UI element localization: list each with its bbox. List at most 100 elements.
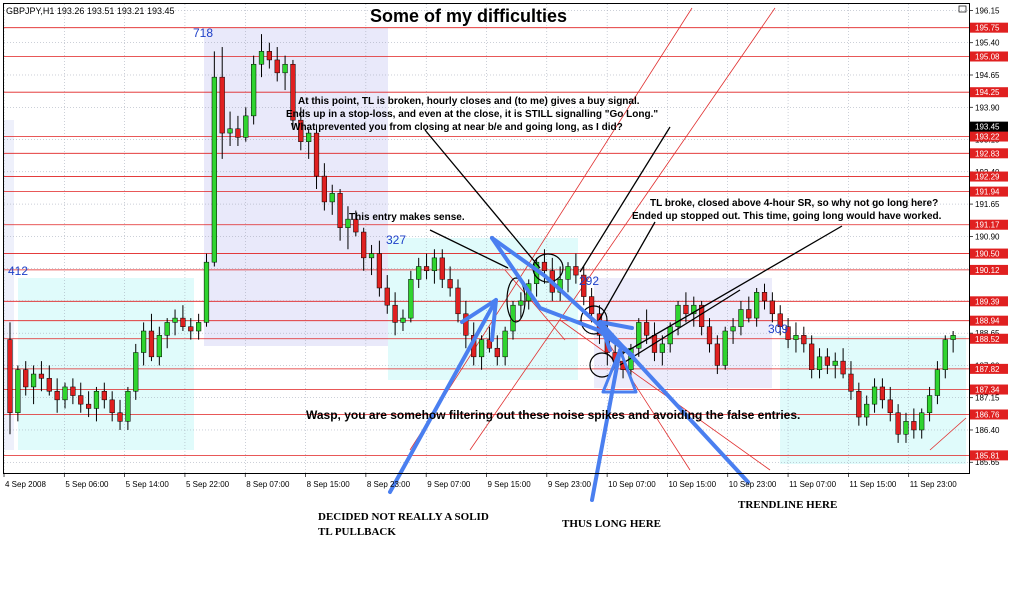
level-price-box-15	[970, 409, 1008, 420]
candle-43	[345, 206, 351, 250]
level-price-label-14: 187.34	[975, 386, 1000, 395]
background-zones	[4, 28, 966, 464]
candle-50	[400, 309, 406, 332]
candle-body	[903, 421, 909, 435]
candle-body	[368, 253, 375, 259]
candle-107	[848, 361, 854, 400]
candle-91	[722, 326, 728, 370]
candle-12	[101, 382, 107, 409]
candle-body	[911, 421, 917, 431]
candle-body	[376, 253, 383, 289]
red-line-1	[409, 7, 693, 451]
candle-body	[895, 412, 901, 435]
candle-13	[109, 391, 115, 422]
bottom-label-1-line1: DECIDED NOT REALLY A SOLID	[318, 511, 489, 523]
candle-body	[644, 322, 650, 336]
level-price-box-7	[970, 219, 1008, 230]
candle-32	[258, 34, 265, 78]
zone-cyan-1	[18, 278, 194, 450]
candle-99	[785, 318, 791, 349]
chart-title: Some of my difficulties	[370, 6, 567, 26]
candle-body	[730, 326, 736, 332]
candle-42	[337, 189, 343, 241]
level-price-box-8	[970, 248, 1008, 259]
candle-body	[164, 322, 170, 336]
candle-body	[518, 300, 524, 306]
level-price-box-13	[970, 363, 1008, 374]
candle-83	[659, 335, 665, 366]
time-tick-label-10: 10 Sep 07:00	[608, 480, 656, 489]
candle-body	[7, 339, 13, 414]
level-price-label-3: 193.22	[975, 133, 1000, 142]
candle-118	[934, 361, 941, 405]
blue-arrow-3-shaft	[598, 320, 750, 484]
level-price-label-6: 191.94	[975, 188, 1000, 197]
candle-body	[573, 266, 579, 276]
wave-label-292: 292	[579, 274, 599, 288]
candle-6	[54, 378, 60, 413]
candle-85	[675, 300, 681, 336]
candle-body	[809, 343, 815, 370]
blue-arrow-1-shaft	[388, 298, 498, 494]
candle-body	[423, 266, 430, 272]
candle-body	[950, 335, 956, 340]
candle-body	[738, 309, 744, 327]
candle-60	[478, 335, 485, 370]
red-line-3	[504, 269, 566, 341]
candle-17	[141, 322, 147, 366]
candle-body	[266, 51, 272, 61]
candle-body	[871, 386, 878, 405]
time-tick-label-13: 11 Sep 07:00	[789, 480, 837, 489]
candle-23	[188, 318, 194, 340]
level-price-label-7: 191.17	[975, 221, 1000, 230]
window-icon[interactable]	[958, 5, 967, 13]
candle-body	[353, 218, 359, 233]
price-tick-label-6: 191.65	[975, 200, 1000, 209]
level-price-label-2: 194.25	[975, 88, 1000, 97]
level-price-label-15: 186.76	[975, 410, 1000, 419]
candle-body	[816, 356, 823, 370]
candle-119	[942, 335, 948, 379]
candle-body	[824, 356, 830, 366]
candle-45	[361, 227, 367, 271]
candle-1	[15, 365, 21, 422]
candle-body	[722, 330, 728, 366]
candle-body	[243, 115, 249, 138]
wave-label-718: 718	[193, 26, 213, 40]
candle-100	[793, 322, 799, 353]
candle-52	[416, 257, 422, 288]
candle-95	[754, 287, 760, 327]
candle-112	[887, 386, 893, 422]
candle-body	[85, 403, 92, 409]
blue-arrow-3-head	[598, 320, 634, 352]
bottom-label-2: THUS LONG HERE	[562, 518, 661, 530]
time-tick-label-8: 9 Sep 15:00	[488, 480, 532, 489]
candle-47	[376, 240, 383, 297]
candle-62	[494, 335, 500, 366]
time-tick-label-11: 10 Sep 15:00	[668, 480, 716, 489]
candle-body	[93, 390, 100, 409]
candle-106	[840, 348, 846, 379]
red-trend-lines	[409, 7, 967, 471]
candle-108	[856, 382, 862, 426]
callout-line-4	[597, 221, 656, 323]
candle-body	[746, 309, 752, 319]
level-price-box-10	[970, 296, 1008, 307]
candle-53	[423, 253, 430, 280]
candle-16	[133, 343, 139, 400]
candle-body	[581, 274, 587, 297]
candle-0	[7, 322, 13, 435]
level-price-label-13: 187.82	[975, 365, 1000, 374]
candle-body	[219, 76, 225, 134]
candle-body	[447, 279, 453, 289]
candle-body	[321, 175, 327, 203]
candle-body	[188, 326, 194, 332]
candle-89	[706, 318, 713, 353]
candle-5	[46, 365, 52, 396]
annotation-3-line1: TL broke, closed above 4-hour SR, so why…	[650, 198, 938, 209]
candle-103	[816, 348, 823, 379]
candle-30	[243, 107, 249, 142]
candle-96	[761, 283, 768, 310]
annotation-4: Wasp, you are somehow filtering out thes…	[306, 408, 800, 422]
level-price-box-14	[970, 384, 1008, 395]
